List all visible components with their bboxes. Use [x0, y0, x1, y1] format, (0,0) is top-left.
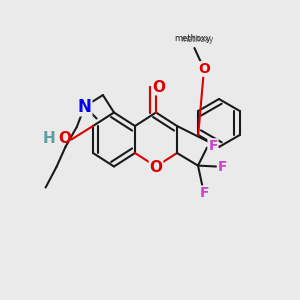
Text: F: F: [199, 186, 209, 200]
Text: methoxy: methoxy: [175, 34, 211, 43]
Text: methoxy: methoxy: [180, 34, 214, 43]
Text: F: F: [208, 139, 218, 153]
Text: N: N: [78, 98, 92, 116]
Text: O: O: [149, 160, 163, 175]
Text: O: O: [198, 62, 210, 76]
Text: H: H: [43, 131, 56, 146]
Text: O: O: [152, 80, 166, 94]
Text: O: O: [58, 131, 71, 146]
Text: F: F: [218, 160, 227, 174]
